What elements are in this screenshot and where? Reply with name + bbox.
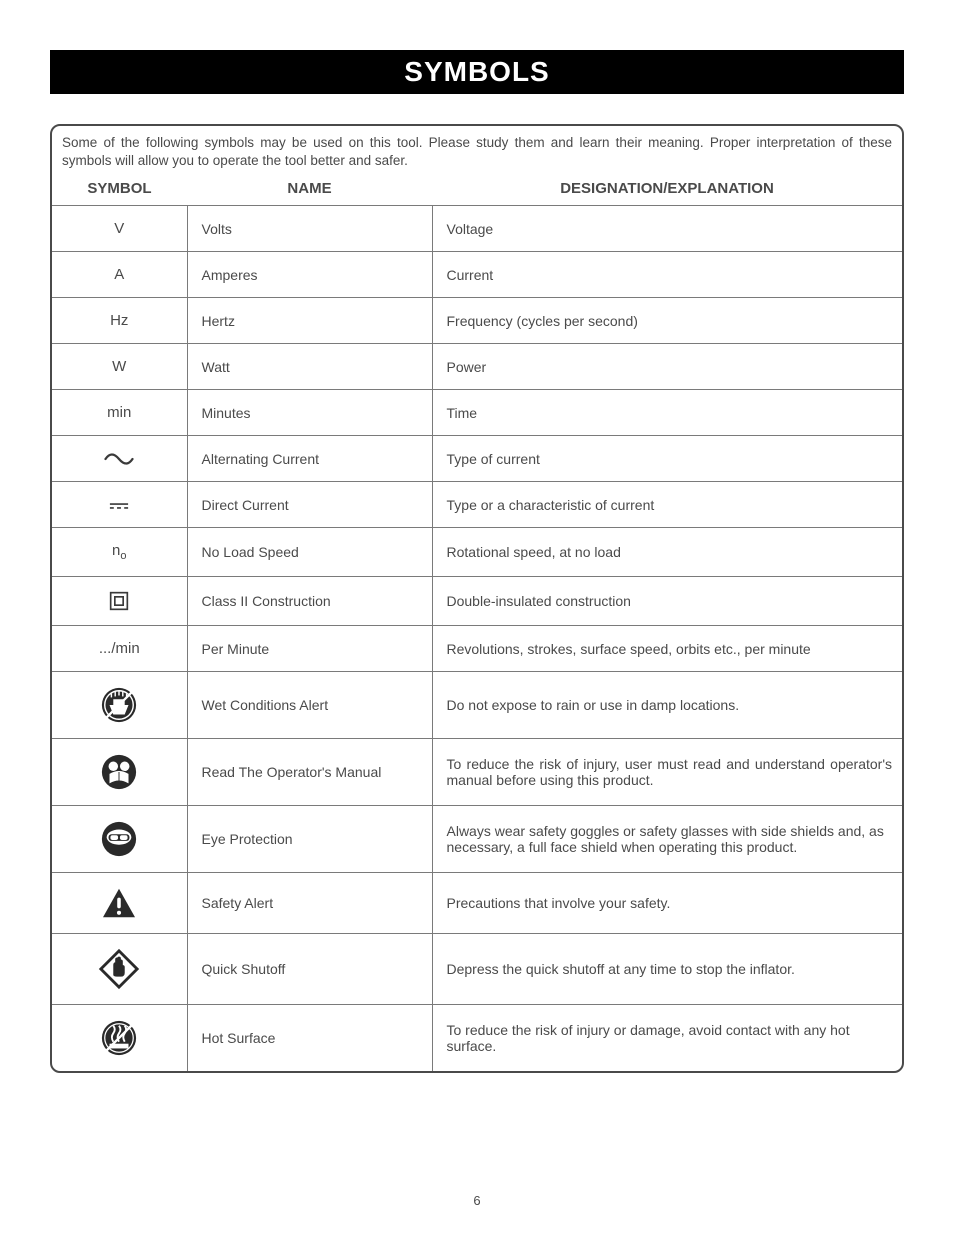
symbol-cell xyxy=(52,436,187,482)
shutoff-icon xyxy=(98,948,140,990)
col-header-symbol: SYMBOL xyxy=(52,176,187,206)
name-cell: Minutes xyxy=(187,390,432,436)
desc-cell: Current xyxy=(432,252,902,298)
symbols-box: Some of the following symbols may be use… xyxy=(50,124,904,1073)
desc-cell: Always wear safety goggles or safety gla… xyxy=(432,806,902,873)
name-cell: Read The Operator's Manual xyxy=(187,739,432,806)
table-row: Wet Conditions AlertDo not expose to rai… xyxy=(52,672,902,739)
table-row: noNo Load SpeedRotational speed, at no l… xyxy=(52,528,902,577)
symbol-cell xyxy=(52,806,187,873)
desc-cell: Revolutions, strokes, surface speed, orb… xyxy=(432,626,902,672)
symbol-cell xyxy=(52,672,187,739)
name-cell: Watt xyxy=(187,344,432,390)
symbol-cell xyxy=(52,1005,187,1072)
symbol-cell: W xyxy=(52,344,187,390)
table-row: .../minPer MinuteRevolutions, strokes, s… xyxy=(52,626,902,672)
page-title: SYMBOLS xyxy=(404,56,549,87)
name-cell: Volts xyxy=(187,206,432,252)
desc-cell: Frequency (cycles per second) xyxy=(432,298,902,344)
name-cell: Eye Protection xyxy=(187,806,432,873)
table-row: minMinutesTime xyxy=(52,390,902,436)
desc-cell: Type or a characteristic of current xyxy=(432,482,902,528)
table-row: Hot SurfaceTo reduce the risk of injury … xyxy=(52,1005,902,1072)
table-row: Direct CurrentType or a characteristic o… xyxy=(52,482,902,528)
table-row: AAmperesCurrent xyxy=(52,252,902,298)
symbol-cell: min xyxy=(52,390,187,436)
wet-icon xyxy=(100,686,138,724)
desc-cell: Double-insulated construction xyxy=(432,577,902,626)
desc-cell: To reduce the risk of injury, user must … xyxy=(432,739,902,806)
name-cell: Safety Alert xyxy=(187,873,432,934)
ac-icon xyxy=(104,451,134,467)
hot-icon xyxy=(100,1019,138,1057)
desc-cell: Type of current xyxy=(432,436,902,482)
table-header-row: SYMBOL NAME DESIGNATION/EXPLANATION xyxy=(52,176,902,206)
symbol-cell: no xyxy=(52,528,187,577)
class2-icon xyxy=(109,591,129,611)
table-row: VVoltsVoltage xyxy=(52,206,902,252)
eye-icon xyxy=(100,820,138,858)
desc-cell: Power xyxy=(432,344,902,390)
table-row: WWattPower xyxy=(52,344,902,390)
symbol-cell: A xyxy=(52,252,187,298)
dc-icon xyxy=(106,499,132,513)
symbol-cell xyxy=(52,577,187,626)
table-row: Class II ConstructionDouble-insulated co… xyxy=(52,577,902,626)
name-cell: Hot Surface xyxy=(187,1005,432,1072)
symbol-cell xyxy=(52,934,187,1005)
name-cell: Quick Shutoff xyxy=(187,934,432,1005)
col-header-name: NAME xyxy=(187,176,432,206)
table-row: Safety AlertPrecautions that involve you… xyxy=(52,873,902,934)
name-cell: Per Minute xyxy=(187,626,432,672)
alert-icon xyxy=(101,887,137,919)
symbol-cell: .../min xyxy=(52,626,187,672)
table-row: Quick ShutoffDepress the quick shutoff a… xyxy=(52,934,902,1005)
page-title-bar: SYMBOLS xyxy=(50,50,904,94)
table-row: Read The Operator's ManualTo reduce the … xyxy=(52,739,902,806)
name-cell: Direct Current xyxy=(187,482,432,528)
desc-cell: Time xyxy=(432,390,902,436)
col-header-desc: DESIGNATION/EXPLANATION xyxy=(432,176,902,206)
desc-cell: Do not expose to rain or use in damp loc… xyxy=(432,672,902,739)
desc-cell: Depress the quick shutoff at any time to… xyxy=(432,934,902,1005)
symbol-cell: V xyxy=(52,206,187,252)
symbol-cell xyxy=(52,739,187,806)
manual-icon xyxy=(100,753,138,791)
symbol-cell xyxy=(52,482,187,528)
name-cell: Wet Conditions Alert xyxy=(187,672,432,739)
table-row: Alternating CurrentType of current xyxy=(52,436,902,482)
table-row: HzHertzFrequency (cycles per second) xyxy=(52,298,902,344)
desc-cell: Voltage xyxy=(432,206,902,252)
symbols-table: SYMBOL NAME DESIGNATION/EXPLANATION VVol… xyxy=(52,176,902,1071)
intro-text: Some of the following symbols may be use… xyxy=(52,134,902,176)
name-cell: Alternating Current xyxy=(187,436,432,482)
desc-cell: Precautions that involve your safety. xyxy=(432,873,902,934)
name-cell: No Load Speed xyxy=(187,528,432,577)
desc-cell: To reduce the risk of injury or damage, … xyxy=(432,1005,902,1072)
table-row: Eye ProtectionAlways wear safety goggles… xyxy=(52,806,902,873)
name-cell: Hertz xyxy=(187,298,432,344)
symbol-cell: Hz xyxy=(52,298,187,344)
desc-cell: Rotational speed, at no load xyxy=(432,528,902,577)
name-cell: Class II Construction xyxy=(187,577,432,626)
symbol-cell xyxy=(52,873,187,934)
name-cell: Amperes xyxy=(187,252,432,298)
page-number: 6 xyxy=(50,1193,904,1208)
